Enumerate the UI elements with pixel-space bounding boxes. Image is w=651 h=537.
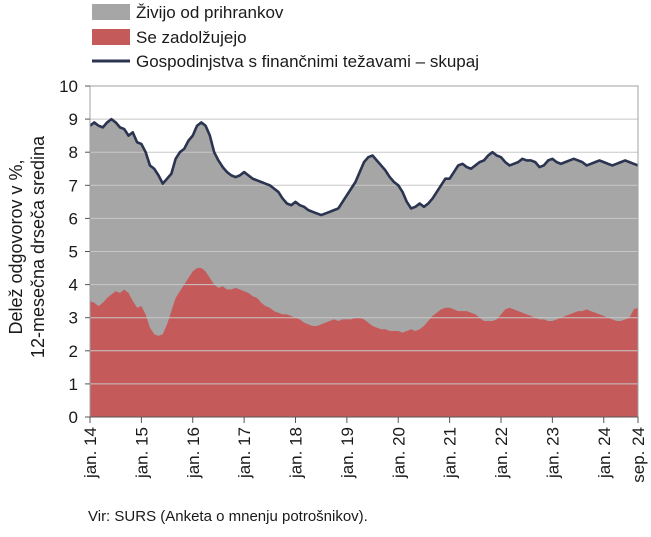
legend-swatch	[92, 4, 130, 20]
x-tick-label: jan. 20	[389, 427, 408, 479]
plot-area	[89, 85, 639, 417]
y-tick-label: 8	[69, 143, 78, 162]
y-tick-label: 1	[69, 375, 78, 394]
y-tick-label: 4	[69, 276, 78, 295]
x-tick-label: jan. 17	[235, 427, 254, 479]
x-tick-label: jan. 16	[184, 427, 203, 479]
x-tick-label: jan. 24	[595, 427, 614, 479]
x-tick-label: jan. 22	[492, 427, 511, 479]
x-tick-label: sep. 24	[629, 427, 648, 483]
x-tick-label: jan. 21	[441, 427, 460, 479]
y-tick-label: 3	[69, 309, 78, 328]
y-axis-title-line2: 12-mesečna drseča sredina	[28, 135, 48, 358]
y-tick-label: 0	[69, 408, 78, 427]
y-tick-label: 6	[69, 209, 78, 228]
legend-swatch	[92, 29, 130, 45]
source-note: Vir: SURS (Anketa o mnenju potrošnikov).	[88, 508, 368, 525]
x-tick-label: jan. 19	[338, 427, 357, 479]
y-axis-title-line1: Delež odgovorov v %,	[6, 159, 26, 334]
line-gospodinjstva-skupaj	[89, 117, 639, 217]
legend-label: Se zadolžujejo	[136, 28, 247, 47]
x-tick-label: jan. 23	[543, 427, 562, 479]
area-se-zadolzujejo	[90, 268, 638, 417]
y-tick-label: 9	[69, 110, 78, 129]
legend-label: Gospodinjstva s finančnimi težavami – sk…	[136, 52, 479, 71]
x-tick-label: jan. 14	[81, 427, 100, 479]
x-tick-label: jan. 18	[287, 427, 306, 479]
y-tick-label: 10	[59, 77, 78, 96]
x-tick-label: jan. 15	[132, 427, 151, 479]
axes: 0 1 2 3 4 5 6 7 8 9 10 jan. 14 jan. 15 jan. 16 jan. 17…	[59, 77, 648, 483]
legend-label: Živijo od prihrankov	[136, 3, 284, 22]
legend: Živijo od prihrankov Se zadolžujejo Gospod…	[92, 3, 479, 71]
y-tick-label: 7	[69, 176, 78, 195]
y-tick-label: 5	[69, 243, 78, 262]
y-tick-label: 2	[69, 342, 78, 361]
